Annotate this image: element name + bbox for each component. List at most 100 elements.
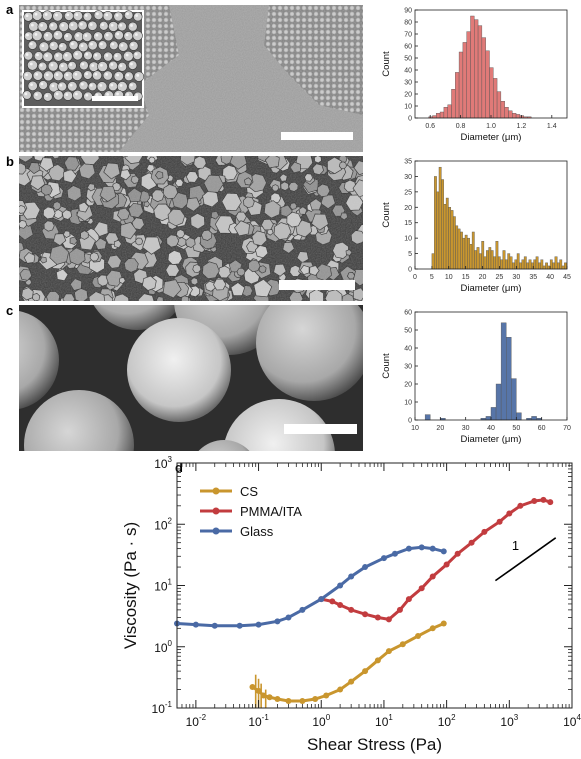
x-tick-label: 30 — [512, 274, 520, 281]
data-point — [391, 550, 398, 557]
histogram-bar — [457, 228, 461, 270]
histogram-bar — [470, 15, 475, 119]
histogram-bar — [516, 412, 522, 421]
histogram-bar — [511, 378, 517, 421]
data-point — [274, 618, 281, 625]
y-tick-label: 35 — [404, 159, 412, 166]
histogram-bar — [451, 88, 456, 119]
data-point — [415, 632, 422, 639]
data-point — [348, 606, 355, 613]
panel-label-d: d — [175, 460, 183, 475]
panel-label-a: a — [6, 2, 14, 17]
data-point — [531, 497, 538, 504]
x-tick-label: 45 — [563, 274, 571, 281]
histogram-bar — [504, 259, 508, 270]
histogram-bar — [478, 253, 482, 270]
slope-annotation: 1 — [512, 538, 519, 553]
histogram-bar — [554, 256, 558, 270]
data-point — [517, 502, 524, 509]
histogram-bar — [515, 114, 521, 119]
histogram-bar — [441, 179, 444, 270]
y-tick-label: 15 — [404, 220, 412, 227]
x-tick-label: 70 — [563, 425, 571, 432]
legend-marker — [212, 487, 220, 495]
y-tick-label: 80 — [404, 20, 412, 27]
data-point — [506, 510, 513, 517]
sem-image-b — [19, 156, 363, 301]
sem-image-c — [19, 305, 363, 451]
data-point — [385, 648, 392, 655]
data-point — [192, 621, 199, 628]
data-point — [285, 614, 292, 621]
data-point — [429, 625, 436, 632]
histogram-bar — [493, 256, 496, 270]
data-point — [496, 518, 503, 525]
histogram-bar — [448, 207, 452, 270]
histogram-bar — [445, 197, 449, 270]
histogram-bar — [443, 106, 448, 119]
legend-label: CS — [240, 484, 258, 499]
x-tick-label: 10-2 — [186, 713, 207, 729]
y-tick-label: 30 — [404, 80, 412, 87]
legend-label: Glass — [240, 524, 274, 539]
panel-label-c: c — [6, 303, 14, 318]
data-point — [481, 528, 488, 535]
plot-frame — [414, 160, 568, 270]
histogram-bar — [493, 78, 498, 119]
histogram-bar — [452, 216, 456, 270]
data-point — [337, 602, 344, 609]
y-tick-label: 20 — [404, 92, 412, 99]
histogram-bar — [512, 262, 515, 270]
y-tick-label: 10 — [404, 236, 412, 243]
data-point — [396, 606, 403, 613]
histogram-bar — [552, 262, 556, 270]
y-tick-label: 50 — [404, 328, 412, 335]
x-axis-label: Diameter (μm) — [461, 434, 522, 445]
x-tick-label: 101 — [375, 713, 393, 729]
histogram-bar — [455, 225, 459, 270]
data-point — [399, 641, 406, 648]
y-tick-label: 25 — [404, 189, 412, 196]
y-tick-label: 30 — [404, 364, 412, 371]
x-tick-label: 35 — [529, 274, 537, 281]
y-tick-label: 10-1 — [152, 700, 173, 716]
y-tick-label: 0 — [408, 267, 412, 274]
histogram-bar — [474, 250, 478, 270]
y-tick-label: 20 — [404, 205, 412, 212]
y-tick-label: 10 — [404, 104, 412, 111]
x-tick-label: 0 — [413, 274, 417, 281]
histogram-bar — [439, 111, 445, 119]
legend-label: PMMA/ITA — [240, 504, 302, 519]
histogram-bar — [462, 42, 467, 119]
y-tick-label: 60 — [404, 310, 412, 317]
y-tick-label: 103 — [154, 455, 172, 471]
histogram-bar — [508, 110, 513, 119]
data-point — [323, 692, 330, 699]
plot-frame — [414, 311, 568, 421]
data-point — [405, 596, 412, 603]
x-tick-label: 50 — [512, 425, 520, 432]
histogram-bar — [500, 322, 507, 421]
histogram-bar — [557, 262, 560, 270]
histogram-bar — [561, 265, 565, 270]
histogram-bar — [490, 407, 497, 421]
data-point — [337, 686, 344, 693]
data-point — [468, 539, 475, 546]
histogram-bar — [485, 416, 492, 421]
histogram-bar — [464, 234, 468, 270]
data-point — [318, 596, 325, 603]
scale-bar — [281, 132, 353, 140]
data-point — [429, 573, 436, 580]
y-tick-label: 50 — [404, 56, 412, 63]
histogram-bar — [495, 383, 502, 421]
y-tick-label: 90 — [404, 8, 412, 15]
histogram-bar — [545, 262, 548, 270]
data-point — [236, 622, 243, 629]
data-point — [211, 622, 218, 629]
data-point — [337, 582, 344, 589]
data-point — [380, 555, 387, 562]
y-tick-label: 30 — [404, 174, 412, 181]
y-tick-label: 10 — [404, 400, 412, 407]
x-tick-label: 102 — [438, 713, 456, 729]
data-point — [362, 611, 369, 618]
